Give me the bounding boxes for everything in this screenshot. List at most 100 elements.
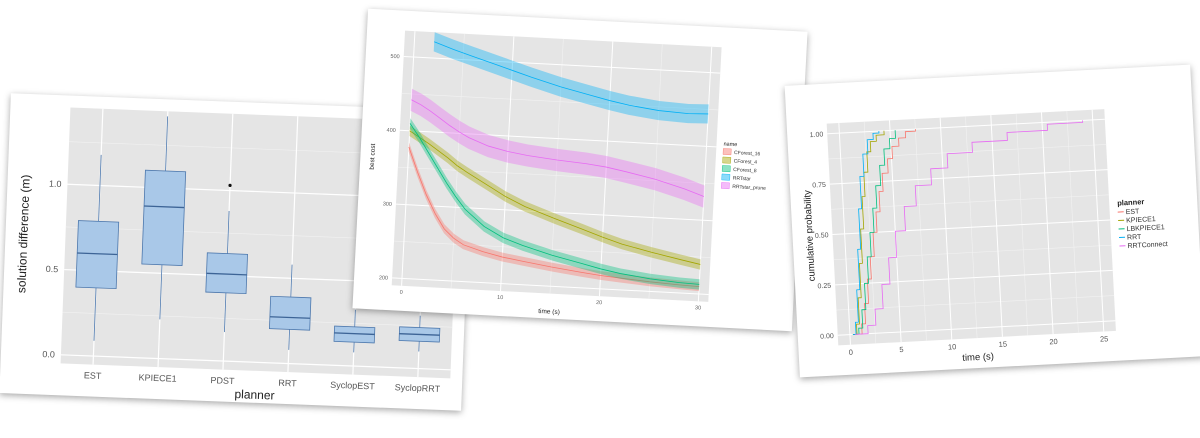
y-axis-label: best cost bbox=[369, 143, 377, 170]
y-axis-label: solution difference (m) bbox=[14, 174, 33, 293]
major-gridline bbox=[500, 36, 515, 292]
box-iqr bbox=[75, 220, 120, 290]
x-tick-label: EST bbox=[84, 370, 102, 381]
legend-label: RRTstar_prune bbox=[732, 184, 766, 192]
y-axis-label: cumulative probability bbox=[802, 190, 818, 282]
y-tick-label: 0.5 bbox=[46, 264, 59, 274]
x-tick-label: 0 bbox=[849, 348, 854, 357]
box-median bbox=[269, 316, 311, 319]
legend-label: KPIECE1 bbox=[1126, 216, 1156, 225]
box-median bbox=[206, 272, 247, 276]
series-step-line bbox=[852, 131, 880, 335]
major-gridline bbox=[395, 203, 713, 222]
major-gridline bbox=[598, 41, 614, 297]
box-iqr bbox=[205, 252, 248, 295]
series-step-line bbox=[852, 130, 896, 335]
major-gridline bbox=[827, 118, 1105, 135]
major-gridline bbox=[835, 269, 1113, 286]
box-iqr bbox=[333, 325, 376, 344]
major-gridline bbox=[60, 354, 451, 371]
series-confidence-band bbox=[433, 32, 709, 124]
x-tick-label: 30 bbox=[695, 305, 701, 311]
series-step-line bbox=[852, 130, 885, 335]
x-axis-label: time (s) bbox=[962, 351, 994, 364]
y-tick-label: 300 bbox=[383, 201, 392, 207]
y-tick-label: 500 bbox=[390, 54, 399, 60]
y-tick-label: 0.25 bbox=[817, 283, 831, 291]
box-iqr bbox=[141, 169, 187, 266]
series-line bbox=[434, 41, 709, 115]
box-median bbox=[144, 205, 185, 209]
box-outlier bbox=[228, 183, 232, 188]
x-tick-label: 10 bbox=[497, 295, 503, 301]
series-confidence-band bbox=[409, 118, 700, 290]
series-confidence-band bbox=[410, 88, 705, 208]
legend-key bbox=[722, 148, 732, 156]
series-confidence-band bbox=[409, 125, 701, 270]
major-gridline bbox=[838, 123, 851, 345]
major-gridline bbox=[1091, 109, 1105, 332]
x-tick-label: 20 bbox=[596, 300, 602, 306]
minor-gridline bbox=[450, 33, 465, 289]
box-whisker-upper bbox=[227, 210, 230, 254]
box-median bbox=[334, 332, 375, 336]
minor-gridline bbox=[648, 44, 663, 299]
y-tick-label: 400 bbox=[386, 128, 395, 134]
box-whisker-upper bbox=[290, 264, 293, 298]
x-tick-label: 5 bbox=[899, 345, 904, 354]
minor-gridline bbox=[62, 311, 453, 328]
box-median bbox=[77, 252, 118, 256]
legend-label: CForest_8 bbox=[733, 167, 757, 174]
series-line bbox=[409, 123, 700, 285]
x-tick-label: KPIECE1 bbox=[138, 372, 176, 383]
major-gridline bbox=[837, 320, 1116, 336]
x-tick-label: RRT bbox=[278, 378, 297, 389]
box-median bbox=[399, 333, 440, 336]
x-tick-label: 25 bbox=[1100, 334, 1109, 343]
legend-title: name bbox=[723, 141, 737, 148]
legend-label: EST bbox=[1126, 208, 1141, 216]
cumulative-probability-card: 0.00 0.25 0.50 0.75 1.00 0 5 10 15 20 25 time (s) cu… bbox=[784, 64, 1200, 378]
minor-gridline bbox=[549, 38, 564, 294]
major-gridline bbox=[392, 277, 709, 296]
legend-label: CForest_4 bbox=[733, 159, 757, 166]
x-tick-label: 15 bbox=[998, 340, 1007, 349]
series-confidence-band bbox=[408, 142, 700, 292]
y-tick-label: 0.50 bbox=[815, 232, 829, 240]
box-iqr bbox=[269, 295, 312, 331]
y-tick-label: 1.00 bbox=[809, 131, 823, 139]
y-tick-label: 200 bbox=[379, 275, 388, 281]
major-gridline bbox=[403, 55, 721, 74]
major-gridline bbox=[1040, 112, 1054, 335]
major-gridline bbox=[399, 129, 717, 148]
major-gridline bbox=[832, 219, 1111, 236]
legend-title: planner bbox=[1117, 197, 1145, 207]
legend-label: RRTstar bbox=[733, 176, 752, 183]
legend-key bbox=[721, 173, 731, 181]
major-gridline bbox=[401, 31, 416, 286]
best-cost-chart: 200 300 400 500 0 10 20 30 time (s) best cost name… bbox=[369, 30, 766, 316]
box-whisker-upper bbox=[354, 309, 356, 327]
x-tick-label: 20 bbox=[1049, 337, 1058, 346]
legend-label: LBKPIECE1 bbox=[1126, 224, 1165, 233]
major-gridline bbox=[990, 115, 1003, 337]
box-whisker-upper bbox=[165, 116, 169, 171]
y-tick-label: 0.0 bbox=[42, 349, 55, 359]
y-tick-label: 0.00 bbox=[820, 333, 834, 341]
box-whisker-lower bbox=[288, 329, 290, 350]
major-gridline bbox=[829, 169, 1108, 185]
x-axis-label: time (s) bbox=[538, 308, 560, 316]
legend-label: CForest_16 bbox=[734, 150, 761, 157]
legend-label: RRT bbox=[1127, 234, 1142, 242]
box-whisker-lower bbox=[159, 264, 163, 320]
legend-label: RRTConnect bbox=[1127, 241, 1168, 250]
y-tick-label: 0.75 bbox=[812, 182, 826, 190]
major-gridline bbox=[939, 117, 953, 340]
best-cost-card: 200 300 400 500 0 10 20 30 time (s) best cost name… bbox=[352, 8, 808, 332]
x-tick-label: PDST bbox=[210, 375, 235, 386]
series-line bbox=[408, 146, 700, 287]
x-tick-label: SyclopEST bbox=[330, 380, 375, 392]
series-line bbox=[409, 130, 701, 265]
y-tick-label: 1.0 bbox=[49, 179, 62, 189]
box-whisker-lower bbox=[224, 292, 227, 333]
